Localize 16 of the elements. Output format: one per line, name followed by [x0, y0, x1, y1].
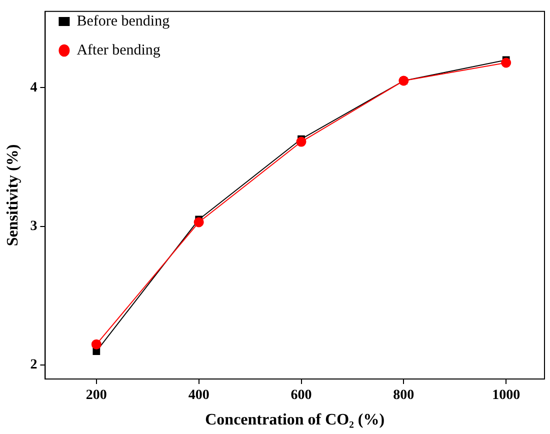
x-tick-label: 600 — [290, 388, 312, 404]
point — [501, 58, 512, 68]
x-axis-title: Concentration of CO₂ (%) — [205, 412, 385, 429]
y-axis-title: Sensitivity (%) — [4, 144, 22, 246]
x-tick-label: 1000 — [492, 388, 520, 404]
legend-label: Before bending — [76, 13, 170, 30]
x-tick-label: 800 — [393, 388, 414, 404]
y-tick-label: 4 — [30, 80, 38, 96]
legend-label: After bending — [76, 42, 161, 58]
y-tick-label: 3 — [30, 219, 38, 234]
x-tick-label: 200 — [86, 388, 107, 404]
x-tick-label: 400 — [188, 388, 210, 404]
point — [91, 339, 102, 350]
point — [194, 217, 204, 228]
point — [296, 136, 306, 147]
y-tick-label: 2 — [30, 358, 38, 373]
